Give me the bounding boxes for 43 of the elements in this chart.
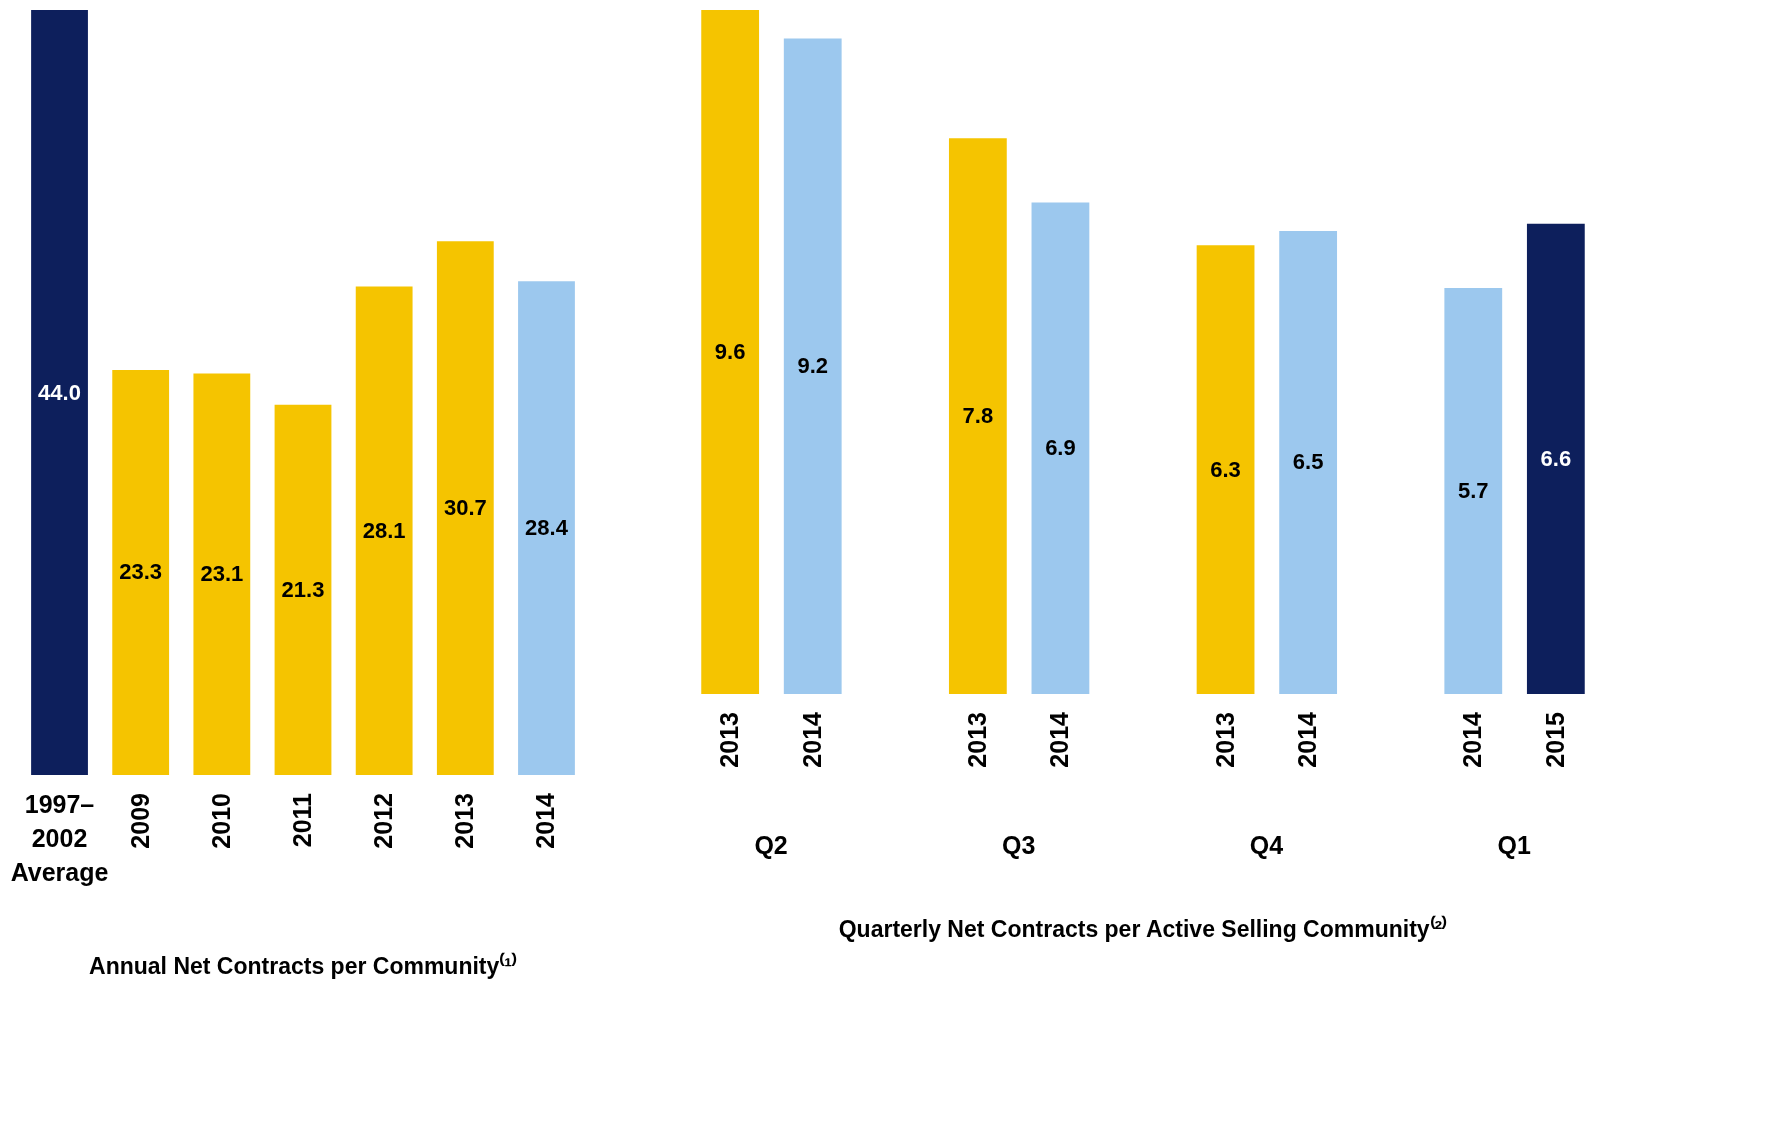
bar [193,373,251,775]
bar [355,286,413,775]
data-label: 30.7 [443,495,487,521]
text: Q1 [1497,831,1531,859]
data-label: 23.1 [200,561,244,587]
x-tick-label: 2015 [1540,711,1569,768]
data-label: 5.7 [1457,477,1489,503]
x-tick-label: 2012 [369,793,398,849]
x-tick-label: 2009 [125,793,154,849]
bar [274,404,332,775]
data-label: 21.3 [281,576,325,602]
data-label: 28.4 [525,515,569,541]
text: Q3 [1002,831,1036,859]
data-label: 6.6 [1540,445,1572,471]
x-tick-label: 2011 [288,792,316,848]
x-tick-label: 2013 [1210,712,1239,768]
x-tick-label: 2014 [797,711,826,768]
text: Q2 [754,831,788,859]
x-tick-label: 1997–2002 Average [10,790,109,886]
text: Quarterly Net Contracts per Active Selling Community⁽²⁾ [838,915,1448,942]
bar [436,241,494,775]
x-tick-label: 2013 [450,793,479,849]
data-label: 28.1 [362,517,406,543]
x-tick-label: 2013 [962,712,991,768]
data-label: 9.6 [714,339,746,364]
data-label: 7.8 [962,403,994,429]
bar [518,281,575,775]
x-tick-label: 2010 [206,793,235,849]
data-label: 6.5 [1292,449,1324,475]
data-label: 6.9 [1045,435,1076,461]
x-tick-label: 2014 [1458,711,1487,768]
bar [31,10,88,775]
data-label: 6.3 [1210,456,1241,482]
text: Annual Net Contracts per Community⁽¹⁾ [89,952,517,979]
data-label: 44.0 [38,379,81,405]
data-label: 9.2 [797,353,829,379]
text: Q4 [1249,831,1284,859]
x-tick-label: 2014 [1293,711,1322,768]
data-label: 23.3 [119,559,163,585]
x-tick-label: 2014 [1045,711,1074,768]
bar [112,369,170,775]
x-tick-label: 2014 [531,792,560,849]
x-tick-label: 2013 [715,712,744,768]
